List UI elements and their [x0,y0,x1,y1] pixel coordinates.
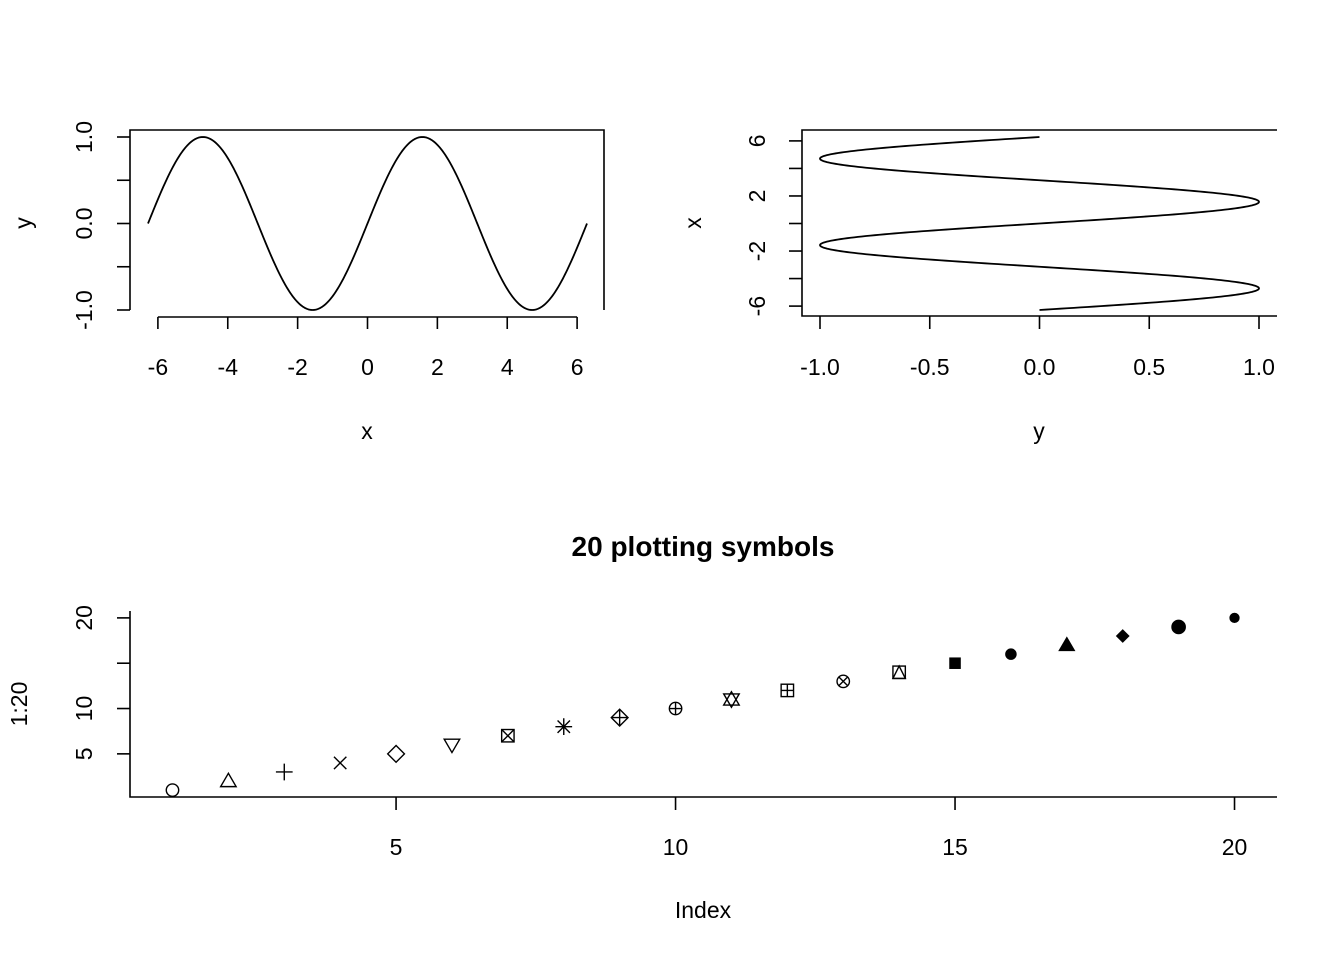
symbol-point-16 [1005,648,1017,660]
sine-x-tick-label: -4 [218,354,239,380]
symbol-point-4 [333,756,347,770]
sine-y-tick-label: 1.0 [71,121,97,153]
symbols-y-axis-title: 1:20 [6,682,32,727]
sine-x-axis: -6 -4 -2 0 2 4 6 [148,316,584,380]
sine-y-tick-label: 0.0 [71,208,97,240]
sideways-sine-y-axis-title: x [680,217,706,229]
sideways-sine-x-axis: -1.0 -0.5 0.0 0.5 1.0 [800,316,1275,380]
symbol-point-3 [275,763,293,781]
sideways-sine-y-tick-label: 2 [744,190,770,203]
sine-plot-frame [129,129,605,310]
sideways-sine-curve [819,136,1260,311]
sideways-sine-x-tick-label: 0.5 [1133,354,1165,380]
symbol-point-7 [500,728,515,743]
symbol-point-15 [949,657,961,669]
symbols-y-tick-label: 10 [71,696,97,722]
symbol-point-6 [442,738,461,754]
sideways-sine-x-tick-label: -1.0 [800,354,840,380]
symbols-y-tick-label: 20 [71,605,97,631]
sine-x-tick-label: 6 [571,354,584,380]
sine-x-tick-label: 2 [431,354,444,380]
sine-curve [147,136,588,311]
symbol-point-18 [1115,629,1130,643]
symbols-x-tick-label: 5 [390,834,403,860]
symbol-point-8 [555,718,573,736]
sideways-sine-y-tick-label: -6 [744,296,770,316]
sine-x-tick-label: -6 [148,354,168,380]
symbols-x-axis: 5 10 15 20 [390,797,1248,860]
sine-x-tick-label: 4 [501,354,514,380]
sideways-sine-y-tick-label: -2 [744,241,770,261]
symbol-point-14 [891,664,907,680]
symbol-point-10 [668,701,683,716]
symbols-x-tick-label: 20 [1222,834,1248,860]
sine-y-axis: -1.0 0.0 1.0 [71,121,130,330]
symbol-point-20 [1229,612,1240,624]
symbol-point-9 [610,708,630,727]
sideways-sine-x-tick-label: 1.0 [1243,354,1275,380]
symbol-point-13 [836,674,851,689]
symbols-chart-title: 20 plotting symbols [572,531,835,562]
sideways-sine-x-axis-title: y [1033,418,1045,444]
symbol-point-17 [1058,636,1076,652]
sine-panel: -6 -4 -2 0 2 4 6 -1.0 0.0 1.0 x y [10,121,605,444]
sine-x-tick-label: 0 [361,354,374,380]
symbol-point-11 [722,690,741,709]
sine-x-tick-label: -2 [287,354,307,380]
symbols-plot-frame [129,611,1277,798]
symbols-x-tick-label: 10 [663,834,689,860]
symbols-points [165,612,1240,798]
symbols-y-tick-label: 5 [71,747,97,760]
symbol-point-19 [1171,619,1186,635]
symbol-point-1 [165,783,180,798]
sine-y-tick-label: -1.0 [71,290,97,330]
sideways-sine-x-tick-label: -0.5 [910,354,950,380]
sine-x-axis-title: x [361,418,373,444]
sideways-sine-panel: -1.0 -0.5 0.0 0.5 1.0 -6 -2 2 6 y x [680,129,1277,444]
sideways-sine-y-tick-label: 6 [744,135,770,148]
sideways-sine-x-tick-label: 0.0 [1024,354,1056,380]
symbol-point-12 [780,683,795,698]
sideways-sine-y-axis: -6 -2 2 6 [744,135,802,316]
symbol-point-5 [386,744,406,764]
symbols-y-axis: 5 10 20 [71,605,130,760]
symbols-x-axis-title: Index [675,897,732,923]
symbol-point-2 [219,771,238,788]
sine-y-axis-title: y [10,217,36,229]
symbols-x-tick-label: 15 [942,834,968,860]
